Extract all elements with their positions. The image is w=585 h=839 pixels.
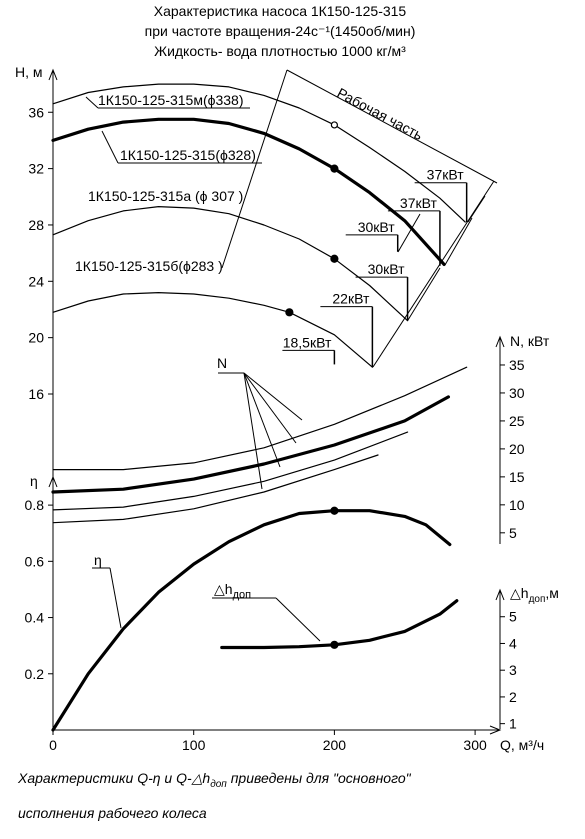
series-label: 1К150-125-315б(ϕ283 ) — [75, 258, 223, 274]
axis-arrow — [495, 588, 505, 601]
y-tick-label: 16 — [28, 386, 44, 402]
power-label: 37кВт — [427, 167, 465, 183]
power-label: 18,5кВт — [283, 334, 332, 350]
y-tick-label: 4 — [509, 635, 517, 651]
series-label: 1К150-125-315а (ϕ 307 ) — [88, 188, 243, 204]
note-sub: доп — [210, 779, 227, 790]
y-axis-label: N, кВт — [510, 333, 550, 349]
x-tick-label: 300 — [463, 737, 487, 753]
power-label: 37кВт — [400, 195, 438, 211]
curve — [52, 83, 466, 223]
series-label: 1К150-125-315м(ϕ338) — [98, 92, 244, 108]
y-tick-label: 15 — [509, 469, 525, 485]
curve — [52, 454, 379, 524]
y-axis-label-sub: доп — [529, 594, 546, 605]
y-tick-label: 28 — [28, 217, 44, 233]
curve-label: N — [217, 355, 227, 371]
curve — [51, 117, 446, 266]
y-axis-label: η — [30, 473, 38, 489]
curve — [220, 599, 459, 650]
curve-label: η — [94, 552, 102, 568]
axis-arrow — [489, 725, 502, 735]
title: при частоте вращения-24с⁻¹(1450об/мин) — [145, 23, 416, 39]
title: Характеристика насоса 1К150-125-315 — [154, 3, 407, 19]
power-label: 22кВт — [332, 291, 370, 307]
y-tick-label: 32 — [28, 161, 44, 177]
x-axis-label: Q, м³/ч — [500, 737, 544, 753]
y-axis-label-main: △h — [510, 585, 529, 601]
curve — [52, 431, 409, 511]
curve — [51, 395, 450, 494]
point — [285, 308, 294, 317]
curve — [52, 206, 409, 322]
x-tick-label: 200 — [323, 737, 347, 753]
y-tick-label: 0.2 — [25, 666, 45, 682]
y-tick-label: 36 — [28, 104, 44, 120]
y-tick-label: 10 — [509, 497, 525, 513]
y-tick-label: 20 — [509, 441, 525, 457]
y-tick-label: 5 — [509, 609, 517, 625]
point — [330, 640, 339, 649]
y-axis-label-tail: ,м — [545, 585, 559, 601]
curve — [52, 366, 468, 471]
y-tick-label: 3 — [509, 662, 517, 678]
series-label: 1К150-125-315(ϕ328) — [120, 147, 256, 163]
y-tick-label: 1 — [509, 716, 517, 732]
y-tick-label: 0.8 — [25, 497, 45, 513]
point — [330, 506, 339, 515]
note: исполнения рабочего колеса — [18, 805, 207, 821]
point — [330, 164, 339, 173]
point — [330, 121, 338, 129]
decoration — [52, 69, 498, 642]
y-tick-label: 20 — [28, 330, 44, 346]
curve-label-sub: доп — [233, 589, 252, 601]
y-tick-label: 2 — [509, 689, 517, 705]
y-tick-label: 5 — [509, 525, 517, 541]
power-label: 30кВт — [358, 219, 396, 235]
note-part: Характеристики Q-η и Q-△h — [17, 770, 210, 786]
y-axis-label: △hдоп,м — [510, 585, 559, 605]
curve-label: △hдоп — [214, 581, 251, 601]
point — [330, 254, 339, 263]
y-tick-label: 35 — [509, 357, 525, 373]
y-tick-label: 0.4 — [25, 610, 45, 626]
curve-label-main: △h — [214, 581, 233, 597]
axis-arrow — [495, 335, 505, 348]
x-tick-label: 0 — [49, 737, 57, 753]
x-tick-label: 100 — [182, 737, 206, 753]
title: Жидкость- вода плотностью 1000 кг/м³ — [154, 43, 406, 59]
power-label: 30кВт — [368, 261, 406, 277]
y-tick-label: 0.6 — [25, 553, 45, 569]
curve — [52, 292, 373, 368]
curve — [51, 509, 452, 732]
y-tick-label: 24 — [28, 273, 44, 289]
axis-arrow — [48, 68, 58, 81]
axis-arrow — [48, 475, 58, 488]
y-tick-label: 30 — [509, 385, 525, 401]
note: Характеристики Q-η и Q-△hдоп приведены д… — [17, 770, 412, 790]
note-part: приведены для "основного" — [227, 770, 412, 786]
y-axis-label: H, м — [15, 64, 43, 80]
y-tick-label: 25 — [509, 413, 525, 429]
